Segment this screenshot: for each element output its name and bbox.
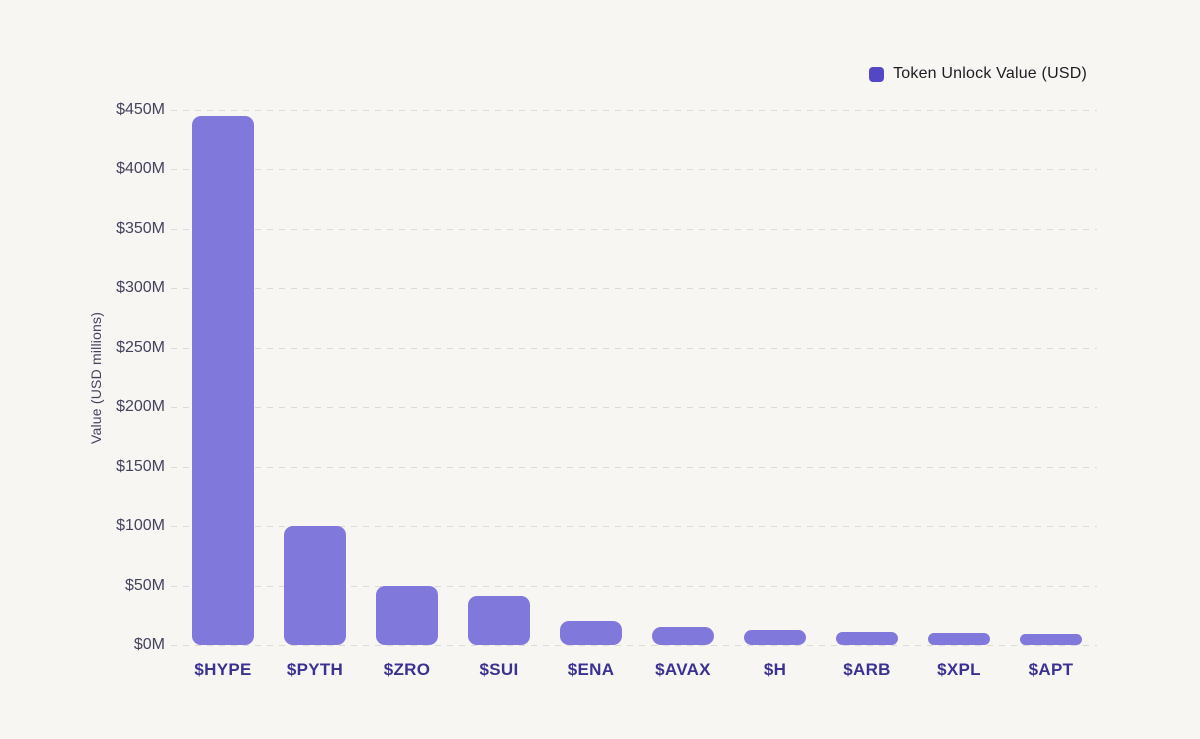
y-tick-label: $250M [116, 338, 165, 356]
y-tick-label: $0M [133, 636, 165, 653]
y-axis-tick-labels: $0M $50M $100M $150M $200M $250M $300M $350M $40… [55, 101, 165, 653]
bar-slot [177, 110, 269, 645]
y-tick-label: $400M [116, 160, 165, 178]
y-tick-label: $150M [116, 457, 165, 475]
y-tick-label: $50M [124, 576, 165, 594]
bar-slot [453, 110, 545, 645]
bar-slot [1005, 110, 1097, 645]
bars [177, 110, 1097, 645]
plot-area [171, 110, 1097, 646]
gridline [171, 645, 1097, 646]
bar-slot [361, 110, 453, 645]
bar-ena[interactable] [560, 621, 622, 645]
y-tick-label: $450M [116, 101, 165, 118]
x-axis-labels: $HYPE $PYTH $ZRO $SUI $ENA $AVAX $H $ARB $XPL $AP… [177, 660, 1097, 680]
bar-slot [821, 110, 913, 645]
x-axis-label: $ZRO [383, 660, 431, 679]
bar-slot [269, 110, 361, 645]
legend[interactable]: Token Unlock Value (USD) [869, 65, 1087, 83]
bar-slot [545, 110, 637, 645]
gridline [171, 288, 1097, 290]
x-axis-label: $SUI [479, 660, 519, 679]
bar-zro[interactable] [376, 585, 438, 645]
bar-arb[interactable] [836, 631, 898, 645]
bar-hype[interactable] [192, 115, 254, 645]
bar-apt[interactable] [1020, 633, 1082, 645]
x-axis-label: $H [763, 660, 787, 679]
gridline [171, 466, 1097, 468]
legend-label: Token Unlock Value (USD) [893, 65, 1087, 82]
gridline [171, 407, 1097, 409]
gridline [171, 228, 1097, 230]
bar-pyth[interactable] [284, 526, 346, 645]
y-tick-label: $100M [116, 517, 165, 535]
bar-slot [729, 110, 821, 645]
gridline [171, 110, 1097, 111]
gridline [171, 526, 1097, 528]
y-tick-label: $300M [116, 279, 165, 297]
gridline [171, 169, 1097, 171]
x-axis-label: $HYPE [194, 660, 252, 679]
y-tick-label: $200M [116, 398, 165, 416]
x-axis-label: $APT [1028, 660, 1074, 679]
bar-h[interactable] [744, 629, 806, 645]
x-axis-label: $ARB [843, 660, 891, 679]
x-axis-label: $PYTH [286, 660, 344, 679]
x-axis-label: $AVAX [655, 660, 711, 679]
gridline [171, 347, 1097, 349]
legend-swatch-icon [869, 66, 885, 82]
x-axis-label: $ENA [567, 660, 615, 679]
bar-sui[interactable] [468, 596, 530, 645]
bar-slot [913, 110, 1005, 645]
bar-slot [637, 110, 729, 645]
x-axis-label: $XPL [937, 660, 981, 679]
y-tick-label: $350M [116, 219, 165, 237]
gridlines [171, 110, 1097, 646]
bar-avax[interactable] [652, 627, 714, 645]
gridline [171, 585, 1097, 587]
bar-xpl[interactable] [928, 633, 990, 645]
